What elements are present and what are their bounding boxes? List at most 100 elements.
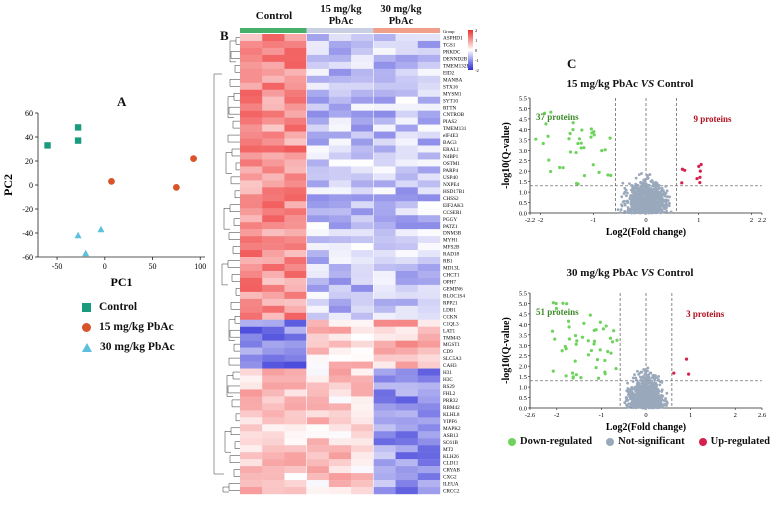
heatmap-cell (284, 382, 307, 390)
ns-point (633, 195, 637, 199)
ns-point (643, 180, 647, 184)
heatmap-cell (351, 250, 374, 258)
heatmap-cell (284, 424, 307, 432)
ns-point (662, 205, 665, 209)
ns-point (626, 191, 629, 195)
ns-point (631, 380, 635, 383)
down-point (549, 169, 553, 174)
pca-point-30mg (74, 231, 82, 239)
title-vs: VS (640, 267, 655, 279)
heatmap-cell (328, 396, 352, 404)
heatmap-cell (262, 264, 285, 272)
heatmap-cell (373, 208, 396, 216)
heatmap-cell (240, 473, 263, 481)
ns-point (638, 375, 642, 379)
heatmap-cell (284, 445, 307, 453)
heatmap-cell (328, 340, 352, 348)
heatmap-cell (395, 124, 418, 132)
heatmap-cell (262, 389, 285, 397)
heatmap-cell (328, 417, 352, 425)
scale-tick-label: 2 (475, 28, 477, 33)
heatmap-cell (284, 361, 307, 369)
ns-point (667, 204, 671, 208)
heatmap-cell (351, 382, 374, 390)
heatmap-cell (306, 236, 330, 244)
heatmap-cell (395, 480, 418, 488)
heatmap-cell (328, 117, 352, 125)
ns-point (625, 404, 629, 408)
heatmap-cell (351, 487, 374, 495)
y-tick-label: 1.0 (519, 385, 527, 392)
heatmap-cell (417, 187, 441, 195)
heatmap-cell (351, 396, 374, 404)
volcano-legend: Down-regulated Not-significant Up-regula… (508, 436, 770, 447)
heatmap-cell (373, 40, 396, 49)
heatmap-cell (262, 466, 285, 474)
pca-point-15mg (108, 178, 115, 185)
heatmap-cell (351, 452, 374, 460)
heatmap-cell (351, 361, 374, 369)
down-point (579, 141, 583, 145)
gene-label: PATZ1 (443, 224, 458, 230)
heatmap-cell (328, 410, 352, 418)
heatmap-cell (262, 34, 285, 42)
ns-point (650, 381, 654, 384)
gene-label: SC61B (443, 440, 459, 446)
heatmap-cell (373, 89, 396, 97)
y-tick-label: -20 (22, 205, 33, 214)
heatmap-cell (306, 96, 330, 104)
heatmap-cell (240, 215, 263, 223)
y-tick-label: 60 (25, 109, 33, 118)
down-point (594, 365, 598, 370)
down-point (564, 374, 568, 378)
gene-label: PIAS2 (443, 119, 457, 125)
down-point (606, 349, 610, 354)
heatmap-cell (373, 354, 396, 362)
ns-point (645, 186, 649, 190)
heatmap-cell (306, 47, 330, 56)
gene-label: RPP21 (443, 300, 458, 306)
up-point (687, 372, 691, 376)
scale-tick-label: -1 (475, 58, 479, 63)
down-point (589, 135, 593, 139)
pca-point-30mg (82, 249, 90, 257)
heatmap-cell (417, 201, 441, 209)
heatmap-cell (417, 96, 441, 104)
x-tick-label: -2.2 (525, 217, 535, 224)
ns-point (647, 375, 651, 379)
ns-point (651, 396, 654, 400)
heatmap-cell (306, 180, 330, 188)
down-point (576, 182, 580, 186)
legend-square-icon (82, 302, 91, 312)
y-tick-label: 4.5 (519, 116, 527, 123)
heatmap-cell (373, 215, 396, 223)
heatmap-cell (284, 75, 307, 83)
heatmap-cell (351, 480, 374, 488)
heatmap-cell (373, 270, 396, 279)
heatmap-cell (395, 473, 418, 481)
ns-point (634, 376, 638, 380)
ns-point (648, 173, 652, 176)
heatmap-cell (417, 243, 441, 251)
heatmap-cell (417, 82, 441, 90)
heatmap-cell (284, 270, 307, 279)
heatmap-cell (328, 215, 352, 223)
heatmap-cell (373, 389, 396, 397)
heatmap-cell (395, 445, 418, 453)
gene-label: RTTN (443, 105, 456, 111)
ns-point (627, 208, 631, 211)
legend-triangle-icon (82, 342, 92, 352)
pca-point-control (74, 137, 82, 144)
y-tick-label: -60 (22, 253, 33, 262)
ns-point (635, 403, 638, 407)
legend-label: Control (99, 301, 138, 313)
heatmap-cell (240, 438, 263, 446)
heatmap-cell (240, 68, 263, 77)
ns-point (660, 192, 664, 196)
heatmap-cell (262, 270, 285, 279)
heatmap-cell (284, 173, 307, 181)
down-point (567, 137, 571, 141)
heatmap-cell (417, 347, 441, 355)
heatmap-cell (240, 312, 263, 320)
ns-point (648, 390, 651, 394)
